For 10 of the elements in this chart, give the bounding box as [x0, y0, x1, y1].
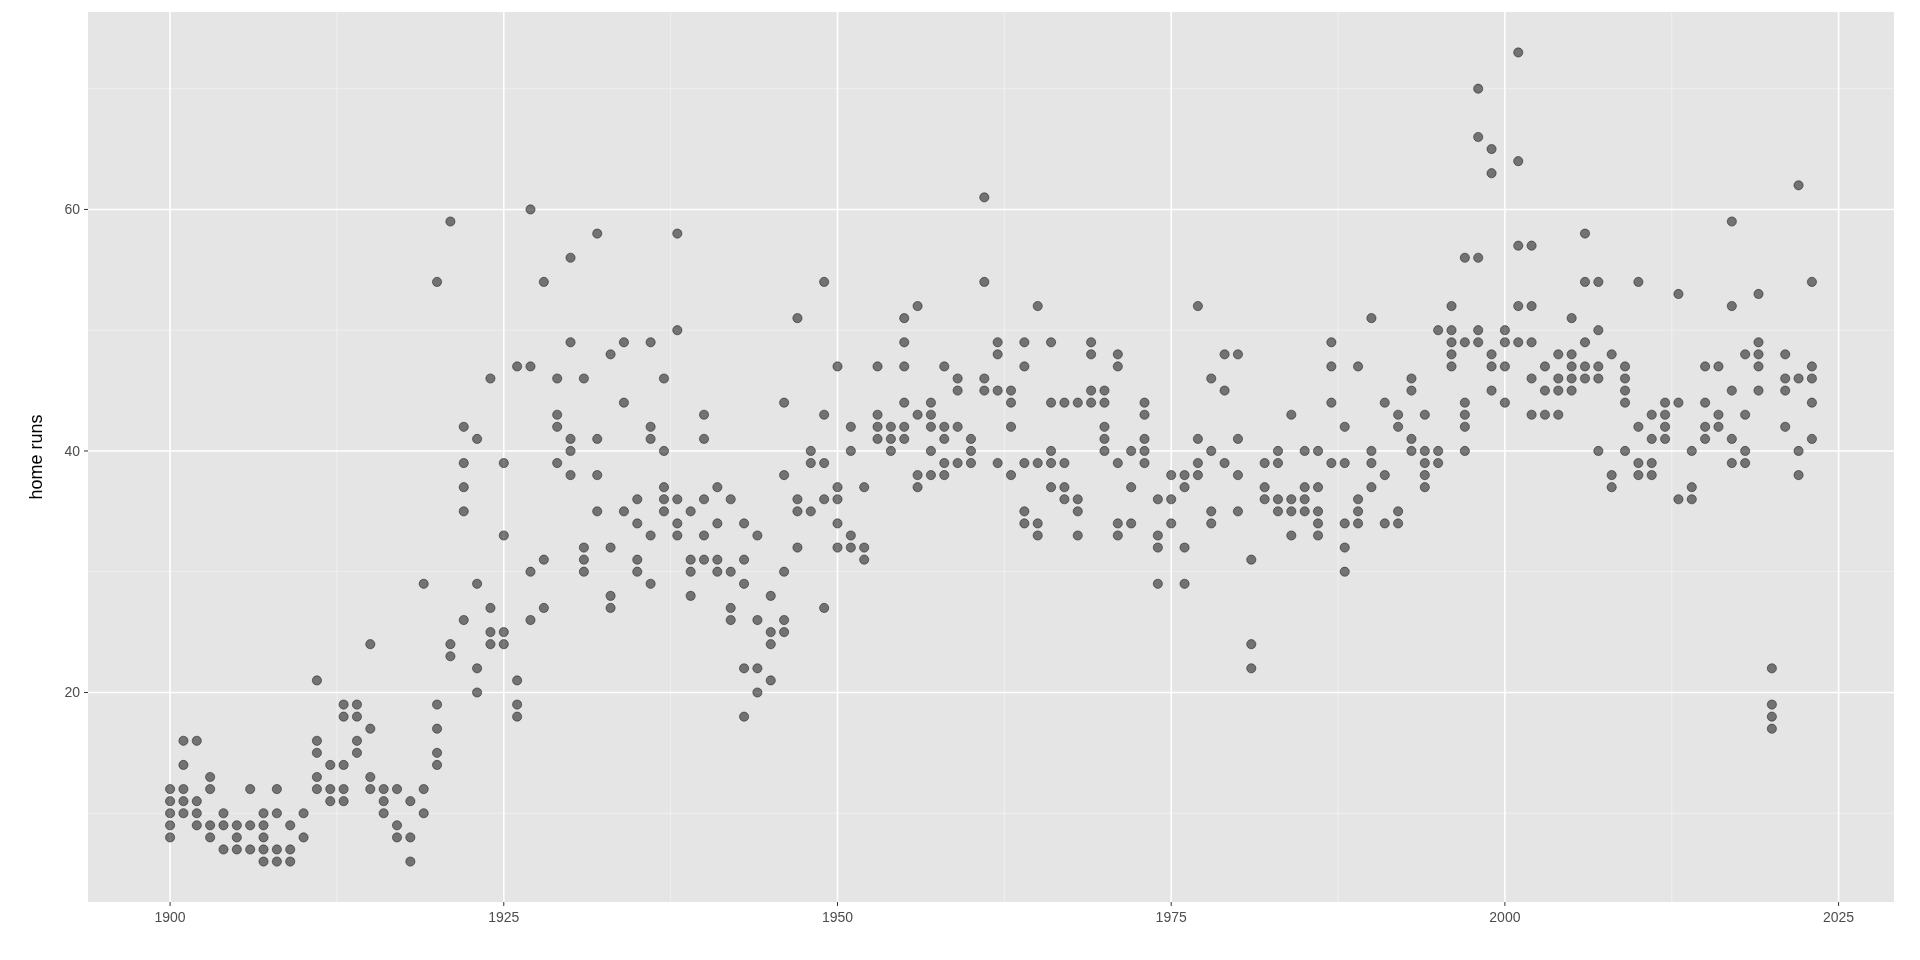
x-tick-label: 1925 — [488, 909, 520, 925]
x-tick-label: 2025 — [1823, 909, 1855, 925]
x-tick-label: 1900 — [154, 909, 186, 925]
y-tick-label: 40 — [64, 442, 81, 459]
y-tick-label: 60 — [64, 201, 81, 218]
y-tick-label: 20 — [64, 684, 81, 701]
x-tick-label: 2000 — [1489, 909, 1521, 925]
x-tick-label: 1975 — [1155, 909, 1187, 925]
x-tick-label: 1950 — [821, 909, 854, 925]
y-axis-title: home runs — [26, 414, 46, 500]
